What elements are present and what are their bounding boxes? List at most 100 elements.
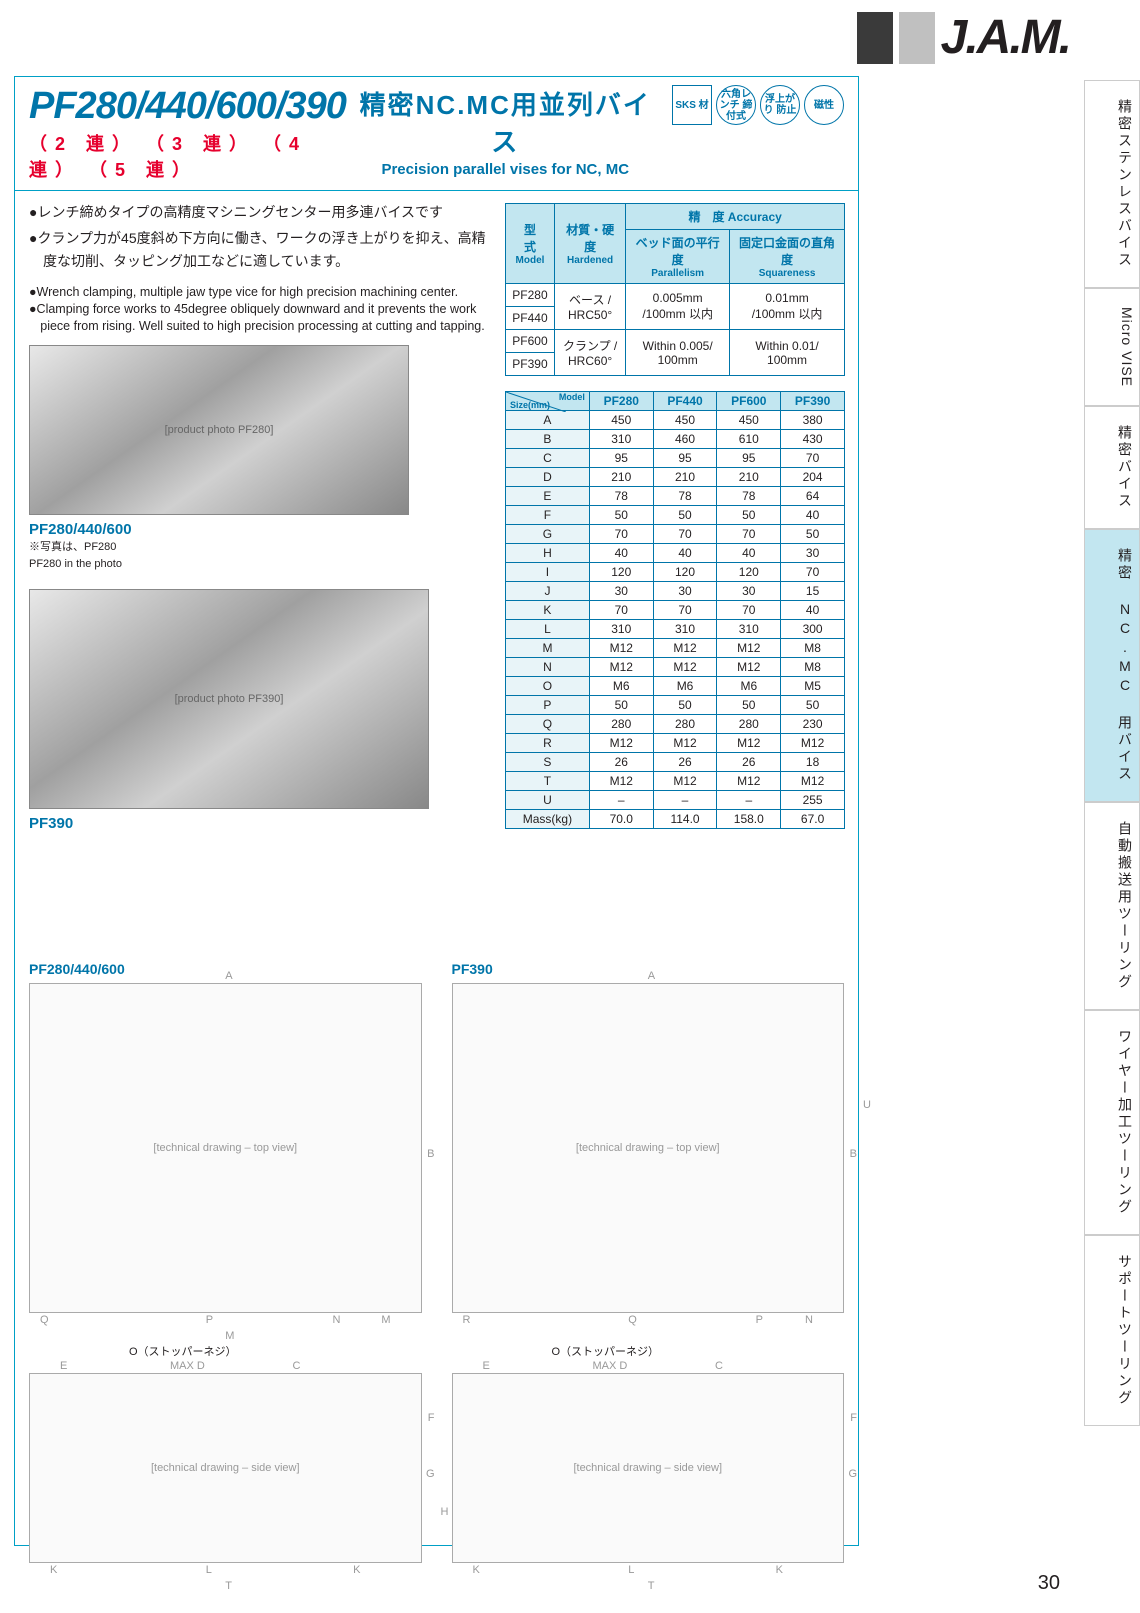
dim-label-q-r: Q xyxy=(628,1314,637,1326)
dim-cell: B xyxy=(506,430,590,449)
dim-row: B310460610430 xyxy=(506,430,845,449)
side-tab-4[interactable]: 自動搬送用ツーリング xyxy=(1084,802,1140,1010)
dim-label-n: M xyxy=(381,1314,390,1326)
acc-sq-jp-2: /100mm 以内 xyxy=(736,305,838,322)
acc-para-jp-1: 0.005mm xyxy=(632,291,723,305)
dim-cell: 30 xyxy=(589,582,653,601)
dim-cell: M8 xyxy=(781,639,845,658)
dim-label-f-r: F xyxy=(850,1412,857,1424)
stopper-label-right: O（ストッパーネジ） xyxy=(552,1343,660,1359)
product-name-en: Precision parallel vises for NC, MC xyxy=(347,161,665,178)
dim-cell: 50 xyxy=(781,525,845,544)
drawings-row: PF280/440/600 [technical drawing – top v… xyxy=(29,961,844,1563)
dim-cell: – xyxy=(589,791,653,810)
acc-para-en-cell: Within 0.005/ 100mm xyxy=(626,330,730,376)
dim-cell: 70 xyxy=(653,525,717,544)
dim-cell: 450 xyxy=(717,411,781,430)
side-tab-6[interactable]: サポートツーリング xyxy=(1084,1235,1140,1426)
side-tab-5[interactable]: ワイヤー加工ツーリング xyxy=(1084,1010,1140,1235)
dim-cell: M12 xyxy=(653,772,717,791)
dim-label-e: E xyxy=(60,1360,67,1372)
feature-badges: SKS 材六角レンチ 締付式浮上がり 防止磁性 xyxy=(672,85,844,125)
dim-label-r-r: R xyxy=(463,1314,471,1326)
dim-label-u: U xyxy=(863,1099,871,1111)
dim-cell: M5 xyxy=(781,677,845,696)
dim-cell: 450 xyxy=(653,411,717,430)
side-tab-0[interactable]: 精密ステンレスバイス xyxy=(1084,80,1140,288)
dim-cell: M12 xyxy=(589,658,653,677)
dim-cell: 280 xyxy=(717,715,781,734)
feature-badge-3: 磁性 xyxy=(804,85,844,125)
dim-cell: 78 xyxy=(589,487,653,506)
dim-row: D210210210204 xyxy=(506,468,845,487)
dim-cell: 70 xyxy=(781,449,845,468)
dim-cell: M12 xyxy=(653,658,717,677)
drawing-right-side: [technical drawing – side view] E MAX D … xyxy=(452,1373,845,1563)
logo-block-light xyxy=(899,12,935,64)
dim-cell: M6 xyxy=(717,677,781,696)
dim-cell: 30 xyxy=(717,582,781,601)
dim-cell: 40 xyxy=(589,544,653,563)
dim-cell: 70 xyxy=(653,601,717,620)
acc-hdr-sq-en: Squareness xyxy=(736,268,838,279)
dim-cell: M12 xyxy=(717,734,781,753)
drawings-section: PF280/440/600 [technical drawing – top v… xyxy=(29,961,844,1563)
dim-cell: N xyxy=(506,658,590,677)
acc-row-pf600: PF600 xyxy=(506,330,555,353)
dim-row: J30303015 xyxy=(506,582,845,601)
side-tab-2[interactable]: 精密バイス xyxy=(1084,406,1140,529)
dim-cell: 18 xyxy=(781,753,845,772)
dim-label-e-r: E xyxy=(483,1360,490,1372)
side-tab-3[interactable]: 精密 NC.MC 用バイス xyxy=(1084,529,1140,802)
photo-block-1: [product photo PF280] PF280/440/600 ※写真は… xyxy=(29,345,489,573)
dim-label-g: G xyxy=(426,1468,435,1480)
diagonal-line-icon xyxy=(506,392,566,412)
acc-sq-en-2: 100mm xyxy=(736,353,838,367)
acc-para-en-2: 100mm xyxy=(632,353,723,367)
dim-cell: 67.0 xyxy=(781,810,845,829)
side-nav: 精密ステンレスバイスMicro VISE精密バイス精密 NC.MC 用バイス自動… xyxy=(1084,80,1140,1426)
dim-col-pf390: PF390 xyxy=(781,392,845,411)
dim-cell: 255 xyxy=(781,791,845,810)
side-tab-1[interactable]: Micro VISE xyxy=(1084,288,1140,406)
dim-cell: U xyxy=(506,791,590,810)
dim-cell: E xyxy=(506,487,590,506)
feature-badge-2: 浮上がり 防止 xyxy=(760,85,800,125)
dim-cell: 310 xyxy=(589,620,653,639)
dim-cell: T xyxy=(506,772,590,791)
acc-row-pf280: PF280 xyxy=(506,284,555,307)
dim-cell: 120 xyxy=(717,563,781,582)
drawing-left-side-ph: [technical drawing – side view] xyxy=(151,1462,300,1474)
product-photo-1: [product photo PF280] xyxy=(29,345,409,515)
description-en: ●Wrench clamping, multiple jaw type vice… xyxy=(29,284,489,335)
dim-cell: 310 xyxy=(717,620,781,639)
dim-cell: M12 xyxy=(717,772,781,791)
dim-label-m: M xyxy=(225,1330,234,1342)
dim-cell: 95 xyxy=(717,449,781,468)
dim-cell: 50 xyxy=(717,696,781,715)
acc-base-cell: ベース / HRC50° xyxy=(554,284,625,330)
dim-cell: M12 xyxy=(653,639,717,658)
dim-cell: 70 xyxy=(589,601,653,620)
dim-cell: 64 xyxy=(781,487,845,506)
dim-cell: 70 xyxy=(717,525,781,544)
dim-row: F50505040 xyxy=(506,506,845,525)
dim-label-c-r: C xyxy=(715,1360,723,1372)
dim-cell: C xyxy=(506,449,590,468)
drawing-right-side-ph: [technical drawing – side view] xyxy=(573,1462,722,1474)
acc-hdr-model: 型 式 Model xyxy=(506,204,555,284)
title-row: PF280/440/600/390 （2 連） （3 連） （4 連） （5 連… xyxy=(15,77,858,191)
acc-base-jp: ベース / xyxy=(561,291,619,308)
desc-en-line: ●Clamping force works to 45degree obliqu… xyxy=(29,301,489,335)
dim-cell: 70 xyxy=(717,601,781,620)
dim-label-p: N xyxy=(333,1314,341,1326)
dim-row: NM12M12M12M8 xyxy=(506,658,845,677)
brand-logo: J.A.M. xyxy=(857,10,1070,65)
acc-sq-en-cell: Within 0.01/ 100mm xyxy=(730,330,845,376)
dim-label-k2: K xyxy=(353,1564,360,1576)
dim-label-l: L xyxy=(206,1564,212,1576)
dim-label-b-r: B xyxy=(850,1148,857,1160)
dim-row: RM12M12M12M12 xyxy=(506,734,845,753)
dim-cell: M6 xyxy=(589,677,653,696)
photo-1-note-en: PF280 in the photo xyxy=(29,557,489,572)
